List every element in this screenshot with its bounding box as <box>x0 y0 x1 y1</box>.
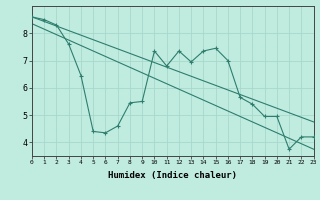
X-axis label: Humidex (Indice chaleur): Humidex (Indice chaleur) <box>108 171 237 180</box>
